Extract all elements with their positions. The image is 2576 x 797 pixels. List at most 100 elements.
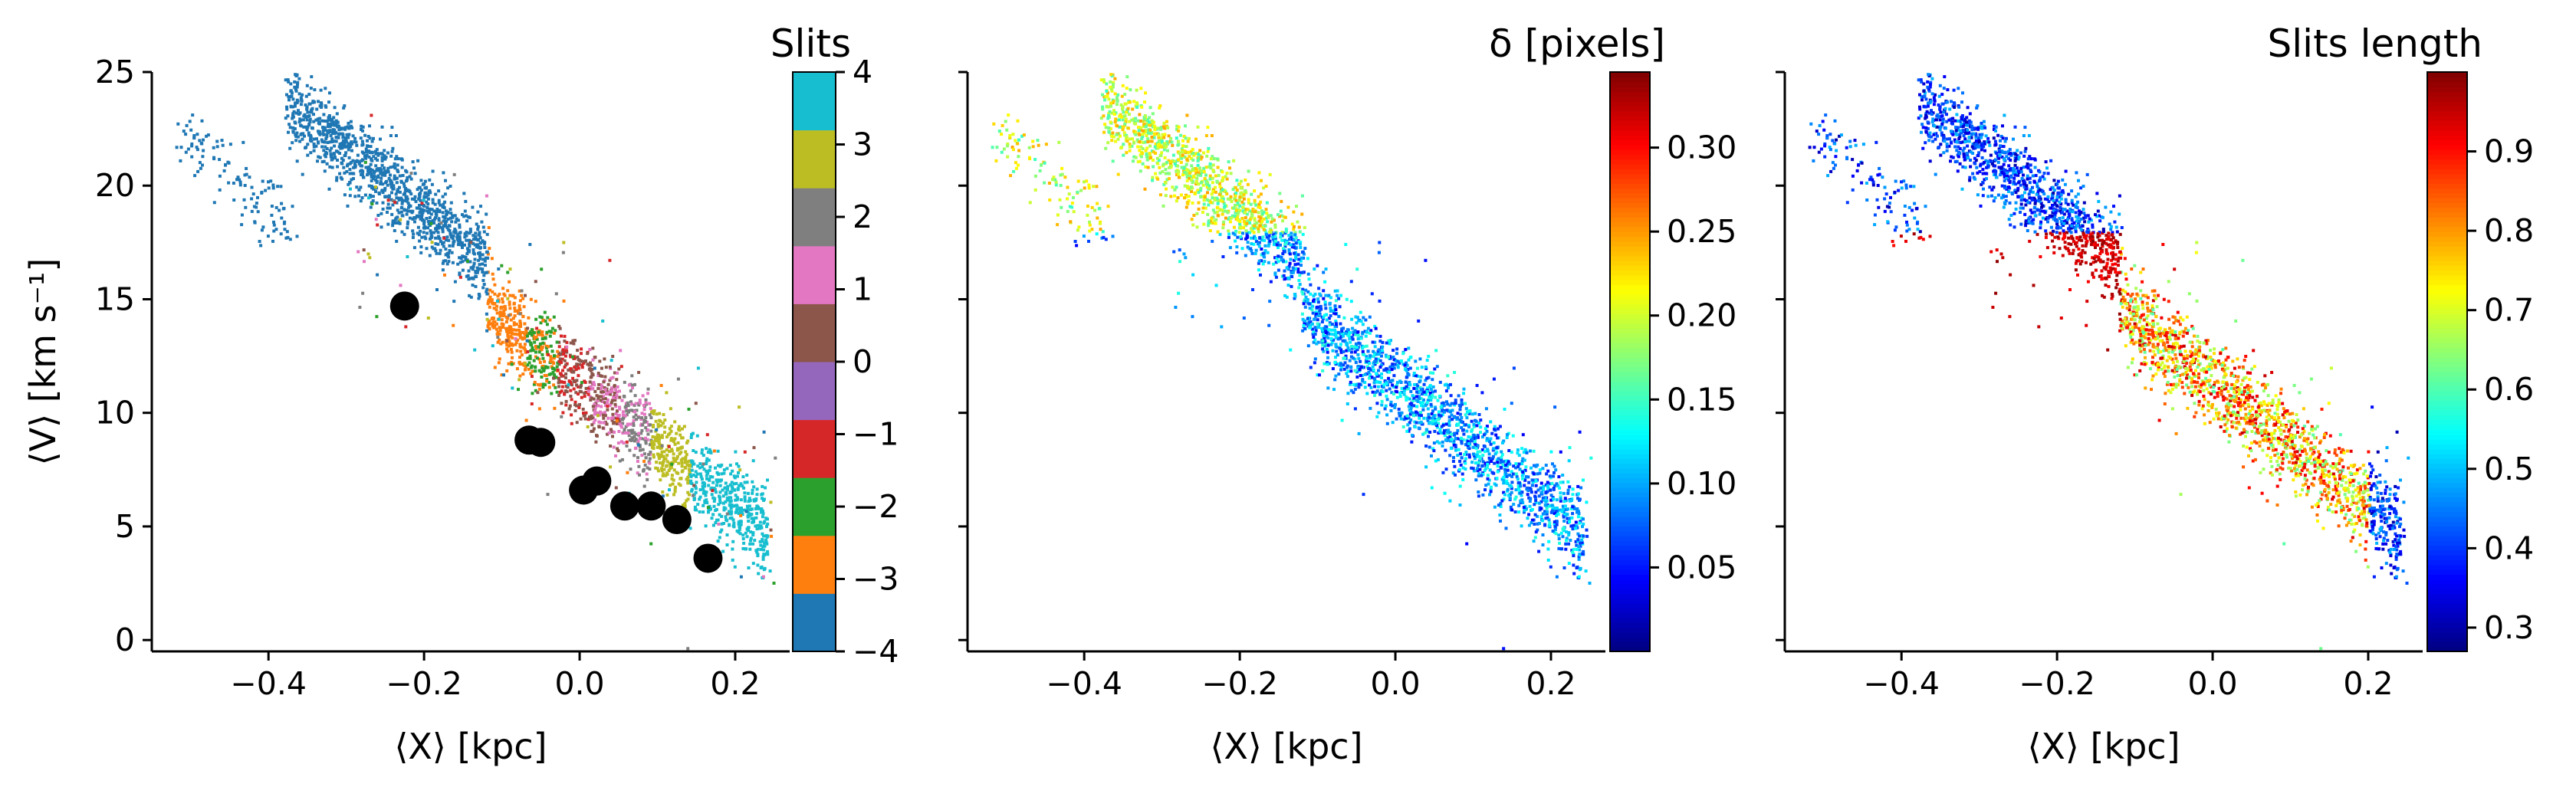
scatter-point [190,155,194,159]
scatter-point [410,211,414,215]
scatter-point [686,490,690,494]
scatter-point [668,449,672,453]
scatter-point [306,125,310,129]
scatter-point [640,428,644,432]
scatter-point [730,510,734,513]
scatter-point [1544,464,1548,467]
scatter-point [353,195,357,198]
scatter-point [367,196,370,200]
scatter-point [522,305,526,309]
scatter-point [738,468,742,472]
scatter-point [1262,254,1266,257]
scatter-point [670,474,674,477]
scatter-point [446,186,450,190]
scatter-point [694,487,698,490]
scatter-point [261,225,265,229]
scatter-point [714,466,717,470]
scatter-point [359,185,363,189]
scatter-point [534,280,537,284]
scatter-point [619,440,623,444]
scatter-point [481,225,485,229]
scatter-point [1428,416,1432,420]
scatter-point [493,292,497,296]
scatter-point [490,257,494,261]
scatter-point [1242,226,1246,230]
scatter-point [1235,245,1239,249]
scatter-point [396,188,399,192]
scatter-point [372,136,375,140]
scatter-point [422,182,426,185]
scatter-point [1434,405,1438,409]
scatter-point [337,124,340,128]
scatter-point [366,135,370,138]
scatter-point [1179,133,1183,137]
scatter-point [642,484,646,488]
scatter-point [320,138,324,142]
scatter-point [615,394,619,398]
scatter-point [1484,449,1487,453]
scatter-point [390,212,394,216]
scatter-point [472,264,475,268]
scatter-point [586,425,590,428]
scatter-point [490,317,494,320]
scatter-point [1171,185,1175,189]
scatter-point [549,355,553,359]
scatter-point [526,363,530,367]
scatter-point [344,136,347,140]
scatter-point [1377,348,1381,352]
scatter-point [184,150,188,154]
scatter-point [1525,451,1529,454]
scatter-point [406,202,410,205]
scatter-point [633,394,637,398]
scatter-point [383,189,386,192]
scatter-point [496,330,500,334]
scatter-point [1523,468,1527,472]
scatter-point [1418,380,1421,384]
scatter-point [694,402,698,405]
scatter-point [393,177,396,181]
scatter-point [681,503,685,507]
scatter-point [540,330,544,334]
scatter-point [1128,120,1132,123]
scatter-point [1145,158,1149,162]
scatter-point [1165,140,1169,144]
scatter-point [1150,135,1154,139]
scatter-point [732,524,736,528]
scatter-point [636,471,639,475]
scatter-point [396,169,399,172]
scatter-point [710,493,714,497]
scatter-point [1353,357,1357,361]
scatter-point [524,365,527,369]
scatter-point [536,391,540,395]
scatter-point [1418,396,1421,400]
scatter-point [337,136,340,139]
scatter-point [284,78,288,82]
scatter-point [308,117,312,121]
scatter-point [694,490,698,494]
scatter-point [1379,354,1383,358]
scatter-point [329,134,333,137]
scatter-point [1146,117,1150,121]
scatter-point [567,407,571,411]
scatter-point [312,149,316,153]
scatter-point [297,120,301,124]
scatter-point [521,372,525,376]
scatter-point [584,359,587,362]
scatter-point [441,242,444,246]
scatter-point [1368,373,1372,377]
scatter-point [1562,566,1566,569]
scatter-point [1259,200,1263,204]
scatter-point [683,502,687,505]
scatter-point [391,199,395,202]
scatter-point [696,366,700,370]
scatter-point [1185,175,1189,179]
scatter-point [523,343,527,346]
scatter-point [522,346,526,350]
scatter-point [528,332,532,336]
scatter-point [1334,320,1338,323]
scatter-point [313,100,316,104]
scatter-point [1132,100,1135,103]
scatter-point [1435,425,1439,429]
scatter-point [560,402,564,405]
scatter-point [309,135,313,139]
